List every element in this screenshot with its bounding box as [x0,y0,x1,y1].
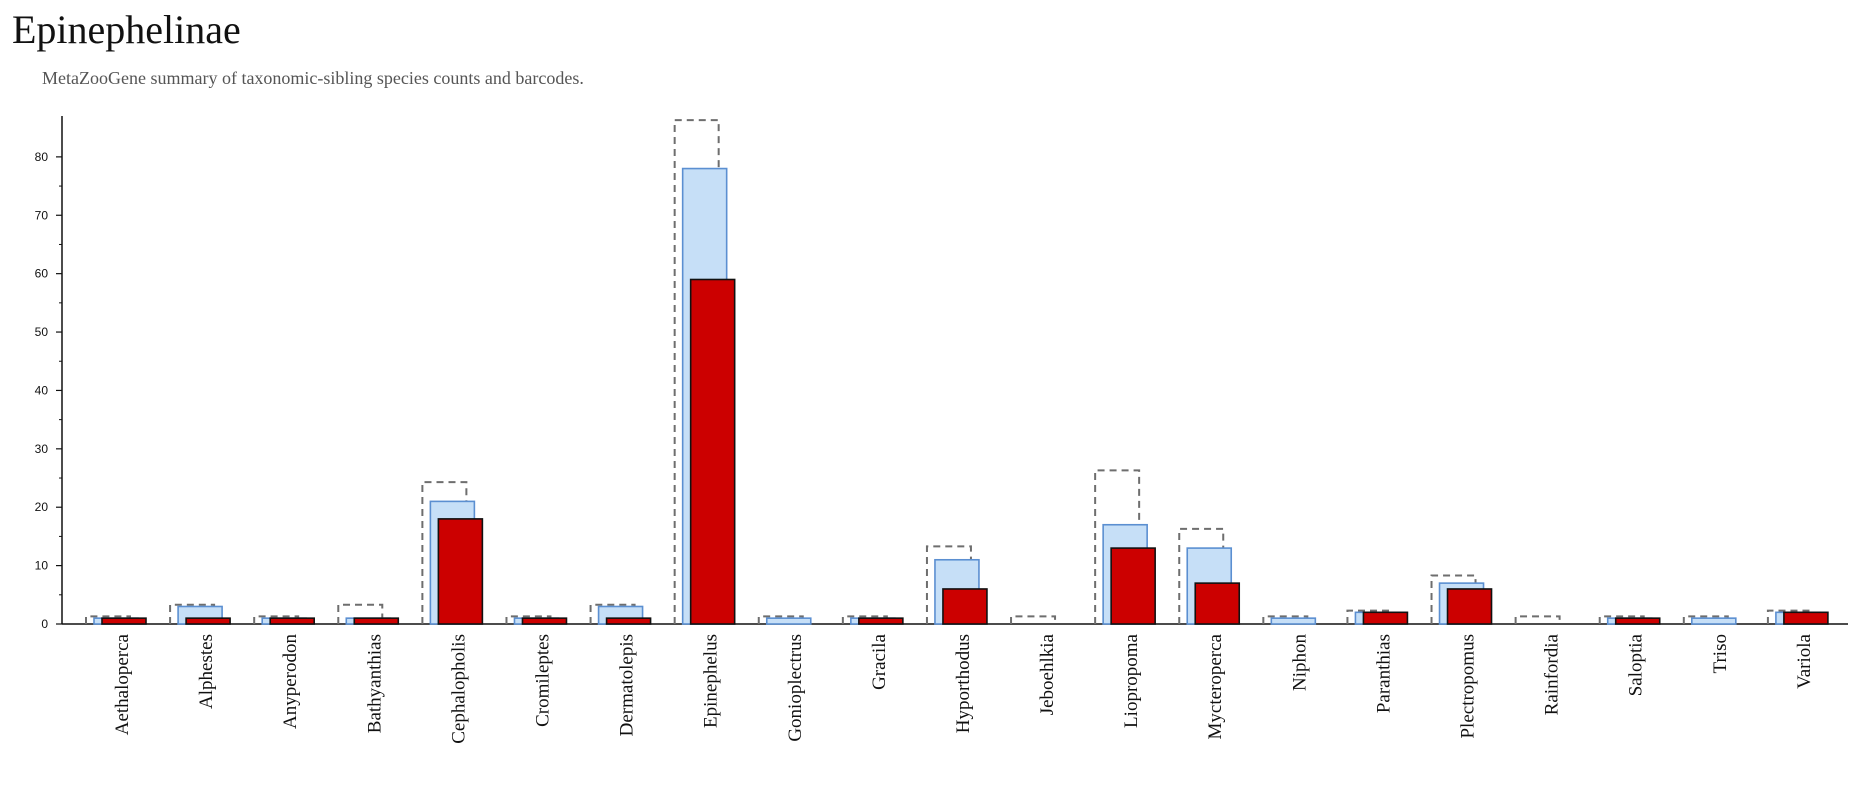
y-tick-label: 30 [35,442,49,456]
category-label: Anyperodon [280,634,301,729]
category-label: Jeboehlkia [1037,633,1058,715]
category-label: Variola [1794,633,1815,688]
red-bar [1362,611,1409,625]
dashed-outline-bar [85,615,131,624]
dashed-outline-bar [1010,615,1057,624]
category-label: Liopropoma [1121,633,1142,727]
red-bar [605,617,652,625]
dashed-outline-bar [253,615,300,624]
dashed-outline-bar [1262,615,1309,624]
dashed-outline-bar [1430,574,1477,624]
category-label: Paranthias [1373,634,1394,713]
page-subtitle: MetaZooGene summary of taxonomic-sibling… [42,68,584,88]
category-label: Rainfordia [1542,633,1563,715]
category-label: Dermatolepis [617,634,638,736]
category-label: Cromileptes [532,634,553,727]
red-bar [269,617,315,625]
red-bar [1446,588,1493,625]
category-label: Saloptia [1626,633,1647,696]
category-label: Gracila [869,633,890,689]
y-tick-label: 0 [41,617,48,631]
category-label: Hyporthodus [953,634,974,733]
category-label: Triso [1710,634,1731,673]
light-blue-bar [1691,617,1737,625]
dashed-outline-bar [337,603,384,624]
category-label: Plectropomus [1458,634,1479,739]
category-label: Cephalopholis [448,634,469,744]
y-tick-label: 20 [35,500,49,514]
category-label: Niphon [1289,634,1310,692]
y-tick-label: 70 [35,208,49,222]
dashed-outline-bar [505,615,552,624]
category-label: Alphestes [196,634,217,709]
dashed-outline-bar [1598,615,1645,624]
red-bar [1194,582,1241,625]
light-blue-bar [1270,617,1317,625]
page-title: Epinephelinae [12,7,241,52]
y-tick-label: 10 [35,559,49,573]
category-labels: Aethaloperca Alphestes Anyperodon Bathyanth… [112,633,1815,743]
category-label: Epinephelus [701,634,722,728]
y-tick-label: 80 [35,150,49,164]
category-label: Mycteroperca [1205,633,1226,739]
red-bar [437,518,484,625]
dashed-outline-bar [841,615,888,624]
red-bar [101,617,147,625]
dashed-outline-bar [1682,615,1729,624]
dashed-outline-bar [1094,469,1141,624]
y-axis: 0 10 20 30 40 50 60 70 80 [35,116,63,631]
red-bar [1614,617,1661,625]
dashed-outline-bar [1514,615,1561,624]
red-bar [942,588,988,625]
light-blue-bar [765,617,812,625]
red-bar [1783,611,1829,625]
y-tick-label: 60 [35,267,49,281]
bars-layer [85,119,1829,625]
category-label: Gonioplectrus [785,634,806,742]
category-label: Bathyanthias [364,634,385,733]
dashed-outline-bar [757,615,804,624]
red-bar [689,278,736,625]
red-bar [521,617,568,625]
red-bar [1110,547,1156,625]
red-bar [353,617,400,625]
red-bar [185,617,231,625]
y-tick-label: 50 [35,325,49,339]
red-bar [858,617,904,625]
y-tick-label: 40 [35,383,49,397]
category-label: Aethaloperca [112,633,133,735]
